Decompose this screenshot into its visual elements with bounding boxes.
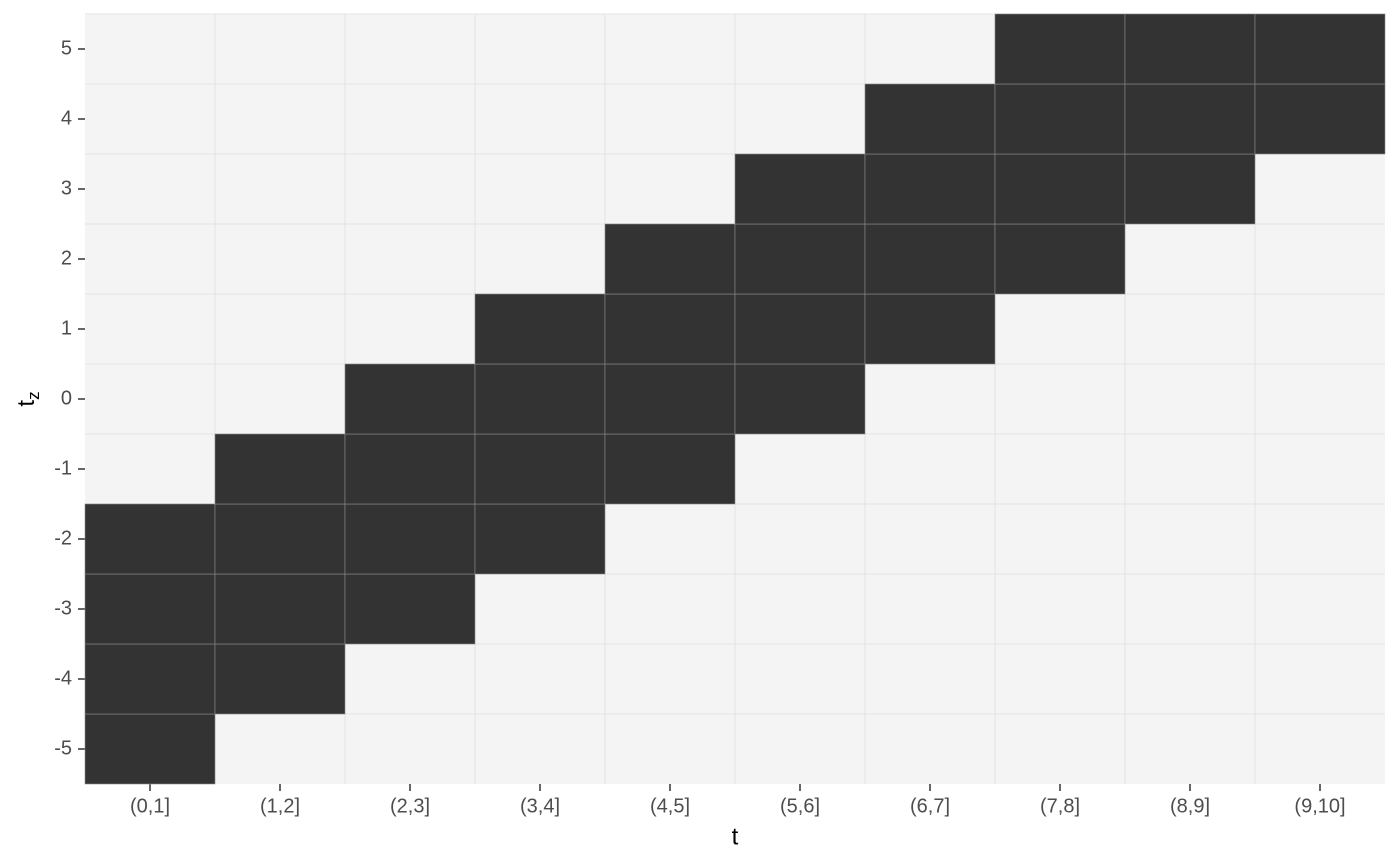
tile xyxy=(994,83,1126,155)
tile xyxy=(604,363,736,435)
y-axis-label-main: t xyxy=(13,400,40,407)
tile xyxy=(994,153,1126,225)
tile xyxy=(84,713,216,785)
tile xyxy=(344,433,476,505)
y-tick-label: 2 xyxy=(61,247,72,269)
tile xyxy=(214,503,346,575)
tile xyxy=(994,13,1126,85)
x-tick-label: (0,1] xyxy=(130,795,170,817)
y-tick-label: 3 xyxy=(61,177,72,199)
y-tick-label: 1 xyxy=(61,317,72,339)
tile xyxy=(864,83,996,155)
y-axis-label: tz xyxy=(13,391,43,406)
tile xyxy=(474,293,606,365)
x-tick-label: (9,10] xyxy=(1294,795,1345,817)
y-tick-label: 4 xyxy=(61,107,72,129)
tile xyxy=(734,223,866,295)
x-tick-label: (1,2] xyxy=(260,795,300,817)
x-tick-label: (7,8] xyxy=(1040,795,1080,817)
tile xyxy=(1124,83,1256,155)
tile xyxy=(344,503,476,575)
tile xyxy=(474,503,606,575)
tile xyxy=(864,153,996,225)
tile xyxy=(84,503,216,575)
y-tick-label: -3 xyxy=(54,597,72,619)
tile xyxy=(214,573,346,645)
tile xyxy=(604,433,736,505)
x-axis-label: t xyxy=(732,823,739,850)
tile xyxy=(1124,13,1256,85)
x-tick-label: (2,3] xyxy=(390,795,430,817)
tile xyxy=(994,223,1126,295)
tile xyxy=(344,573,476,645)
x-tick-label: (4,5] xyxy=(650,795,690,817)
y-tick-label: -5 xyxy=(54,737,72,759)
y-tick-label: 0 xyxy=(61,387,72,409)
y-tick-label: 5 xyxy=(61,37,72,59)
x-tick-label: (6,7] xyxy=(910,795,950,817)
tile xyxy=(214,643,346,715)
tile xyxy=(734,293,866,365)
y-tick-label: -2 xyxy=(54,527,72,549)
tile xyxy=(84,643,216,715)
tile xyxy=(1124,153,1256,225)
tile xyxy=(604,223,736,295)
x-tick-label: (3,4] xyxy=(520,795,560,817)
tile xyxy=(734,153,866,225)
tile xyxy=(474,363,606,435)
tile xyxy=(1254,13,1386,85)
tile xyxy=(864,223,996,295)
tile xyxy=(344,363,476,435)
tile xyxy=(604,293,736,365)
tile xyxy=(474,433,606,505)
y-tick-label: -1 xyxy=(54,457,72,479)
tile xyxy=(864,293,996,365)
y-tick-label: -4 xyxy=(54,667,72,689)
tile xyxy=(1254,83,1386,155)
tile xyxy=(734,363,866,435)
y-axis-label-sub: z xyxy=(24,391,43,400)
x-tick-label: (8,9] xyxy=(1170,795,1210,817)
x-tick-label: (5,6] xyxy=(780,795,820,817)
tile xyxy=(84,573,216,645)
tile xyxy=(214,433,346,505)
